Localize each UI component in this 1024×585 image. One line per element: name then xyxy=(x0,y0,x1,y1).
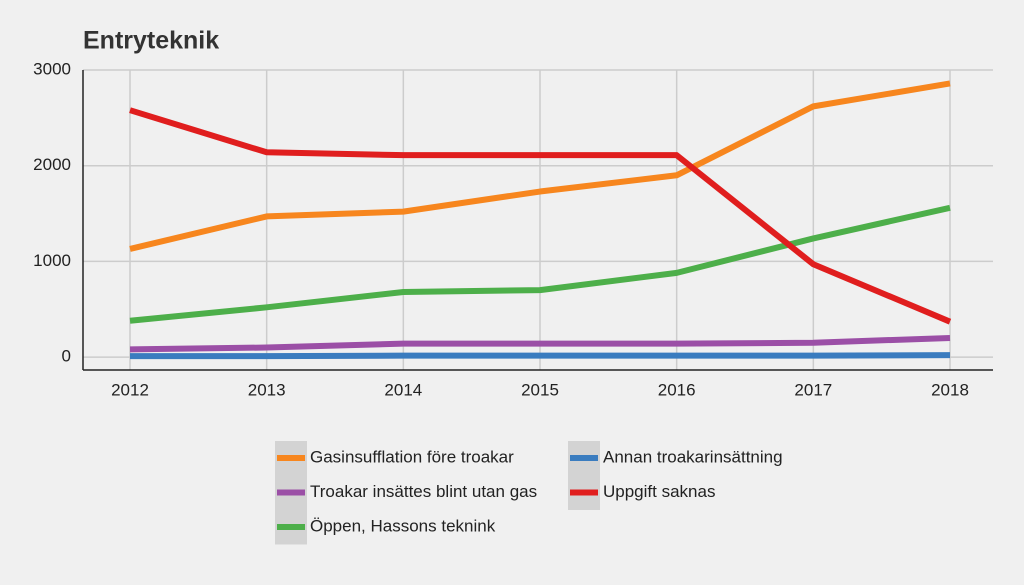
series-line xyxy=(129,204,951,324)
chart-title: Entryteknik xyxy=(83,27,219,55)
legend-label: Gasinsufflation före troakar xyxy=(310,447,514,466)
series-line xyxy=(129,80,951,252)
x-tick-label: 2015 xyxy=(521,380,559,399)
x-tick-label: 2014 xyxy=(384,380,422,399)
legend-label: Troakar insättes blint utan gas xyxy=(310,482,537,501)
x-tick-label: 2012 xyxy=(111,380,149,399)
y-tick-label: 0 xyxy=(62,347,71,366)
x-tick-label: 2013 xyxy=(248,380,286,399)
series-line xyxy=(130,352,951,360)
x-tick-label: 2018 xyxy=(931,380,969,399)
legend-label: Uppgift saknas xyxy=(603,482,715,501)
x-tick-label: 2016 xyxy=(658,380,696,399)
y-tick-label: 2000 xyxy=(33,155,71,174)
series-line xyxy=(129,334,951,353)
series-line xyxy=(129,107,952,325)
y-tick-label: 3000 xyxy=(33,59,71,78)
x-tick-label: 2017 xyxy=(794,380,832,399)
y-tick-label: 1000 xyxy=(33,251,71,270)
legend-label: Öppen, Hassons teknink xyxy=(310,516,496,535)
legend-label: Annan troakarinsättning xyxy=(603,447,783,466)
